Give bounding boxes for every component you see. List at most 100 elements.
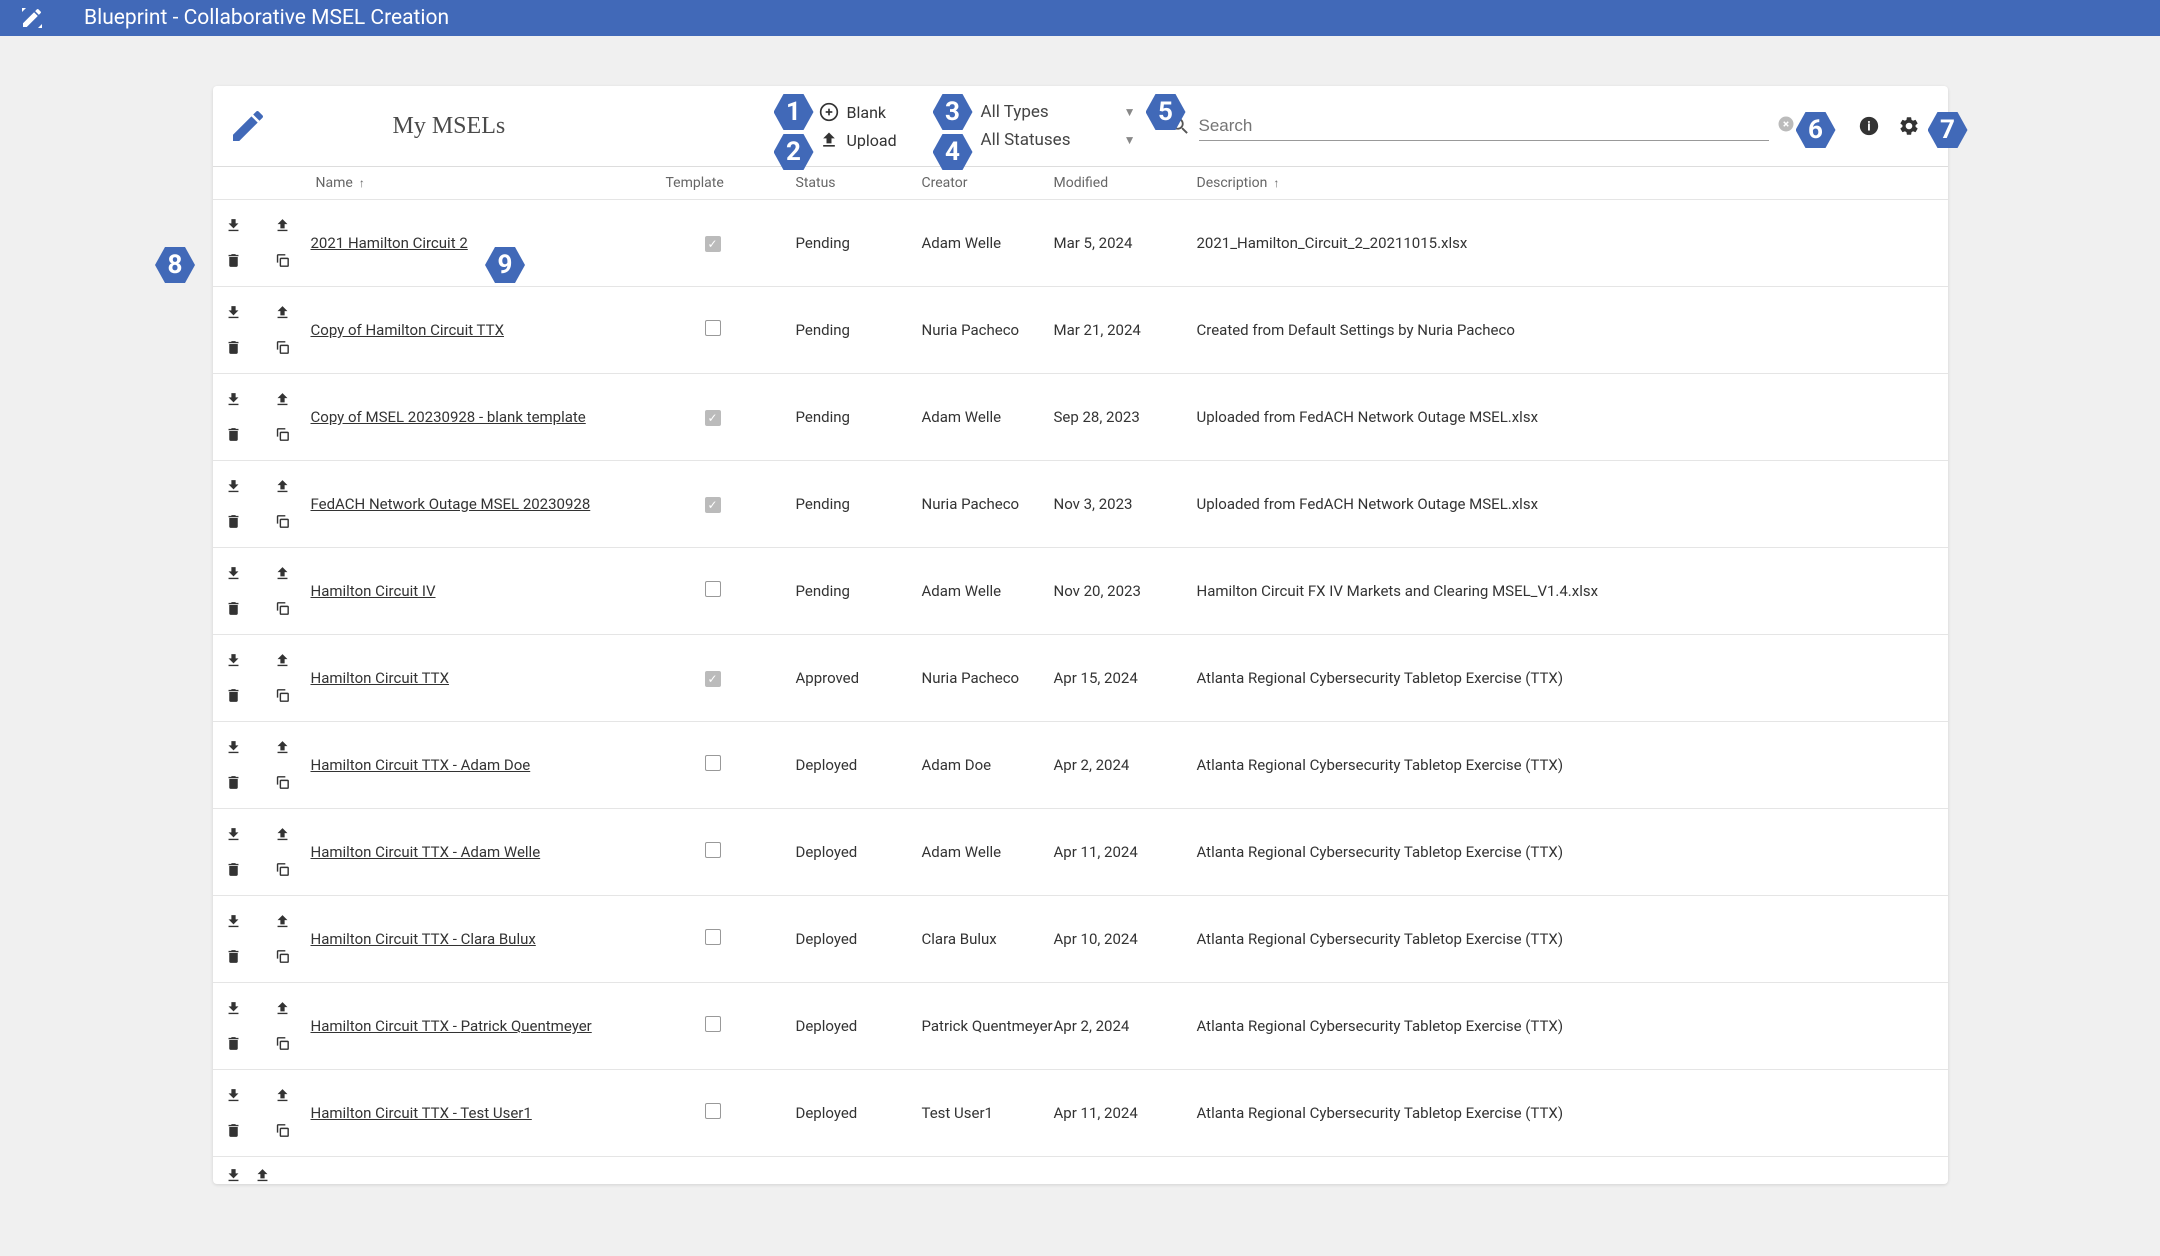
upload-button[interactable]: Upload xyxy=(819,130,897,150)
row-name-link[interactable]: Hamilton Circuit TTX xyxy=(311,669,661,687)
template-checkbox[interactable] xyxy=(705,842,721,858)
template-checkbox[interactable]: ✓ xyxy=(705,671,721,687)
copy-icon[interactable] xyxy=(274,861,291,878)
row-creator: Nuria Pacheco xyxy=(922,495,1054,513)
download-icon[interactable] xyxy=(225,565,242,582)
copy-icon[interactable] xyxy=(274,426,291,443)
template-checkbox[interactable]: ✓ xyxy=(705,497,721,513)
table-body: 2021 Hamilton Circuit 2 ✓ Pending Adam W… xyxy=(213,199,1948,1156)
table-row: Hamilton Circuit TTX - Clara Bulux Deplo… xyxy=(213,895,1948,982)
row-name-link[interactable]: Hamilton Circuit TTX - Patrick Quentmeye… xyxy=(311,1017,661,1035)
copy-icon[interactable] xyxy=(274,339,291,356)
upload-icon[interactable] xyxy=(274,391,291,408)
row-modified: Apr 11, 2024 xyxy=(1054,1104,1197,1122)
row-description: 2021_Hamilton_Circuit_2_20211015.xlsx xyxy=(1197,234,1948,252)
delete-icon[interactable] xyxy=(225,774,242,791)
blueprint-logo-icon[interactable] xyxy=(228,106,268,146)
row-actions xyxy=(213,478,311,530)
delete-icon[interactable] xyxy=(225,600,242,617)
copy-icon[interactable] xyxy=(274,1035,291,1052)
info-icon[interactable]: i xyxy=(1858,115,1880,137)
col-name-header[interactable]: Name ↑ xyxy=(311,175,661,191)
download-icon[interactable] xyxy=(225,217,242,234)
template-checkbox[interactable] xyxy=(705,320,721,336)
row-name-link[interactable]: Hamilton Circuit TTX - Adam Welle xyxy=(311,843,661,861)
row-name-link[interactable]: Copy of Hamilton Circuit TTX xyxy=(311,321,661,339)
download-icon[interactable] xyxy=(225,826,242,843)
row-actions xyxy=(213,826,311,878)
delete-icon[interactable] xyxy=(225,861,242,878)
row-name-link[interactable]: 2021 Hamilton Circuit 2 xyxy=(311,234,661,252)
row-name-link[interactable]: Hamilton Circuit IV xyxy=(311,582,661,600)
upload-icon[interactable] xyxy=(274,1000,291,1017)
copy-icon[interactable] xyxy=(274,774,291,791)
clear-search-icon[interactable] xyxy=(1777,115,1795,138)
upload-icon[interactable] xyxy=(274,565,291,582)
row-modified: Nov 20, 2023 xyxy=(1054,582,1197,600)
table-row: Hamilton Circuit TTX - Adam Welle Deploy… xyxy=(213,808,1948,895)
upload-icon[interactable] xyxy=(274,826,291,843)
download-icon[interactable] xyxy=(225,1087,242,1104)
blank-button[interactable]: Blank xyxy=(819,102,897,122)
download-icon[interactable] xyxy=(225,739,242,756)
toolbar: My MSELs 1 2 Blank Uploa xyxy=(213,86,1948,166)
row-status: Deployed xyxy=(796,843,922,861)
delete-icon[interactable] xyxy=(225,513,242,530)
row-modified: Sep 28, 2023 xyxy=(1054,408,1197,426)
delete-icon[interactable] xyxy=(225,426,242,443)
settings-icon[interactable] xyxy=(1898,115,1920,137)
template-checkbox[interactable]: ✓ xyxy=(705,236,721,252)
upload-icon[interactable] xyxy=(274,739,291,756)
template-checkbox[interactable] xyxy=(705,929,721,945)
copy-icon[interactable] xyxy=(274,948,291,965)
delete-icon[interactable] xyxy=(225,948,242,965)
search-input[interactable] xyxy=(1199,112,1769,141)
download-icon[interactable] xyxy=(225,652,242,669)
delete-icon[interactable] xyxy=(225,1122,242,1139)
row-name-link[interactable]: FedACH Network Outage MSEL 20230928 xyxy=(311,495,661,513)
col-template-header[interactable]: Template xyxy=(661,175,796,191)
upload-icon[interactable] xyxy=(274,304,291,321)
row-name-link[interactable]: Hamilton Circuit TTX - Test User1 xyxy=(311,1104,661,1122)
delete-icon[interactable] xyxy=(225,687,242,704)
download-icon[interactable] xyxy=(225,478,242,495)
download-icon[interactable] xyxy=(225,913,242,930)
delete-icon[interactable] xyxy=(225,339,242,356)
template-checkbox[interactable] xyxy=(705,755,721,771)
copy-icon[interactable] xyxy=(274,1122,291,1139)
row-template: ✓ xyxy=(661,408,796,426)
row-creator: Adam Welle xyxy=(922,408,1054,426)
template-checkbox[interactable]: ✓ xyxy=(705,410,721,426)
row-creator: Adam Welle xyxy=(922,234,1054,252)
upload-icon[interactable] xyxy=(254,1167,271,1184)
download-icon[interactable] xyxy=(225,304,242,321)
download-icon[interactable] xyxy=(225,1167,242,1184)
col-name-label: Name xyxy=(316,175,353,191)
copy-icon[interactable] xyxy=(274,687,291,704)
upload-icon[interactable] xyxy=(274,652,291,669)
col-creator-header[interactable]: Creator xyxy=(922,175,1054,191)
template-checkbox[interactable] xyxy=(705,1016,721,1032)
statuses-filter[interactable]: All Statuses ▼ xyxy=(981,130,1136,150)
copy-icon[interactable] xyxy=(274,252,291,269)
row-actions xyxy=(213,217,311,269)
upload-icon[interactable] xyxy=(274,478,291,495)
upload-icon[interactable] xyxy=(274,913,291,930)
copy-icon[interactable] xyxy=(274,513,291,530)
delete-icon[interactable] xyxy=(225,252,242,269)
types-filter[interactable]: All Types ▼ xyxy=(981,102,1136,122)
template-checkbox[interactable] xyxy=(705,581,721,597)
row-name-link[interactable]: Hamilton Circuit TTX - Clara Bulux xyxy=(311,930,661,948)
download-icon[interactable] xyxy=(225,391,242,408)
copy-icon[interactable] xyxy=(274,600,291,617)
col-description-header[interactable]: Description ↑ xyxy=(1197,175,1948,191)
col-status-header[interactable]: Status xyxy=(796,175,922,191)
col-modified-header[interactable]: Modified xyxy=(1054,175,1197,191)
row-name-link[interactable]: Copy of MSEL 20230928 - blank template xyxy=(311,408,661,426)
download-icon[interactable] xyxy=(225,1000,242,1017)
delete-icon[interactable] xyxy=(225,1035,242,1052)
upload-icon[interactable] xyxy=(274,217,291,234)
row-name-link[interactable]: Hamilton Circuit TTX - Adam Doe xyxy=(311,756,661,774)
template-checkbox[interactable] xyxy=(705,1103,721,1119)
upload-icon[interactable] xyxy=(274,1087,291,1104)
